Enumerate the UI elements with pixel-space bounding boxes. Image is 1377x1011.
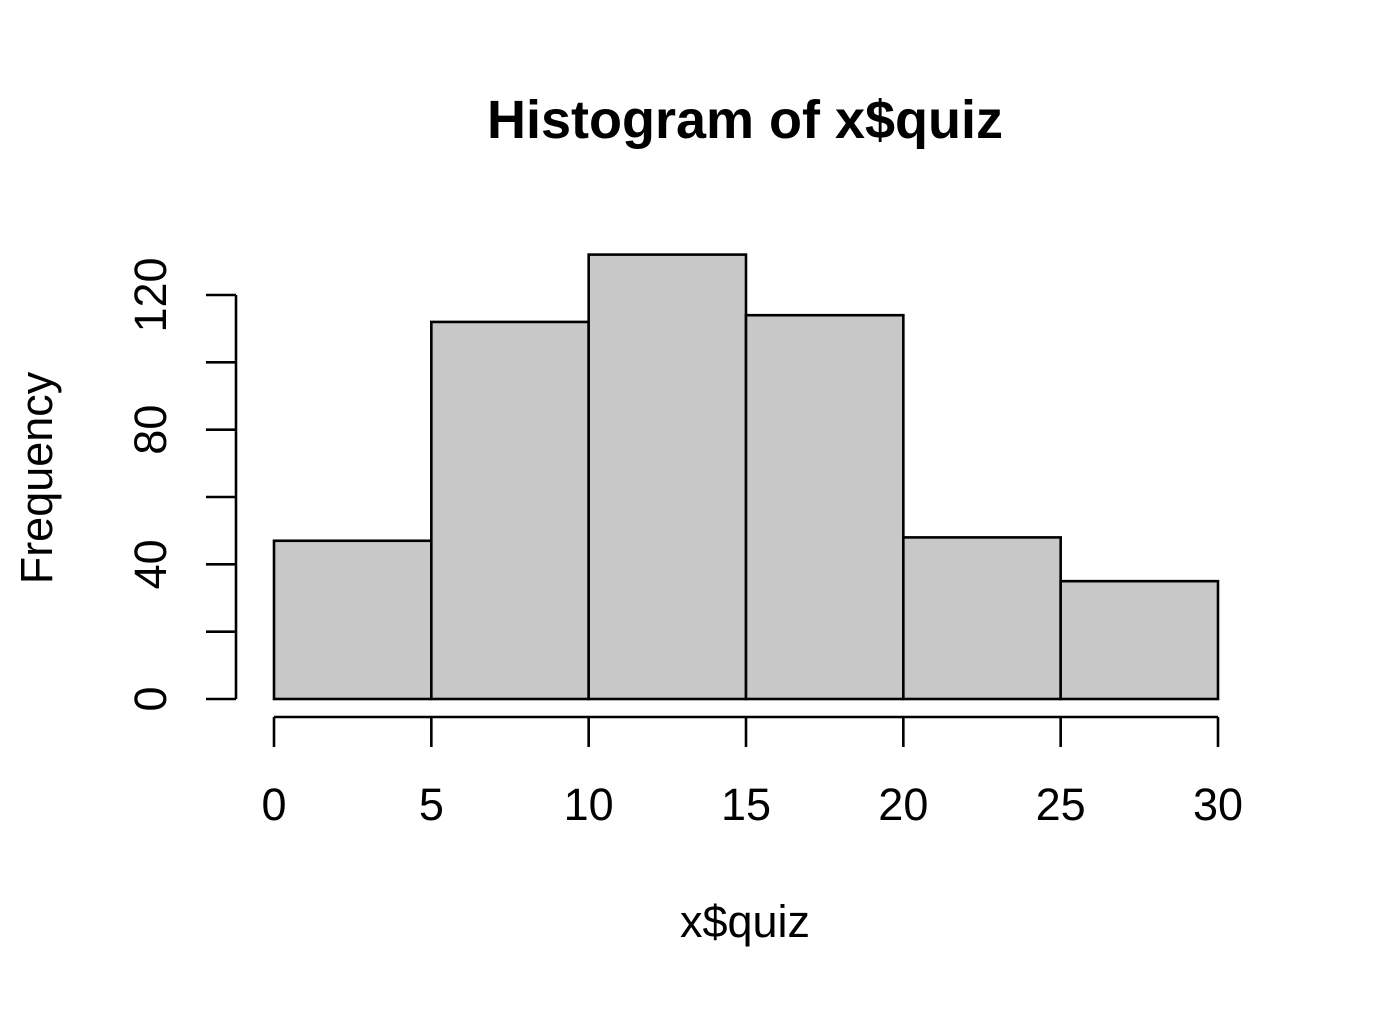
y-tick-label-2: 80 (125, 405, 176, 455)
y-tick-label-3: 120 (125, 257, 176, 332)
x-tick-label-6: 30 (1193, 779, 1243, 830)
x-axis: 0 5 10 15 20 25 30 (261, 715, 1243, 830)
y-axis: 0 40 80 120 (125, 257, 238, 712)
x-tick-label-5: 25 (1036, 779, 1086, 830)
histogram-bar-1 (430, 320, 590, 701)
histogram-bar-0 (272, 539, 433, 701)
histogram-bar-2 (587, 253, 748, 701)
y-tick-label-1: 40 (125, 539, 176, 589)
y-axis-label: Frequency (11, 371, 62, 584)
x-tick-label-2: 10 (564, 779, 614, 830)
x-tick-label-4: 20 (878, 779, 928, 830)
x-tick-label-1: 5 (419, 779, 444, 830)
histogram-bar-4 (902, 536, 1062, 701)
x-tick-label-0: 0 (261, 779, 286, 830)
histogram-bar-5 (1059, 579, 1220, 701)
chart-title: Histogram of x$quiz (487, 90, 1003, 150)
y-tick-label-0: 0 (125, 686, 176, 711)
x-tick-label-3: 15 (721, 779, 771, 830)
bars-group (272, 253, 1220, 701)
x-axis-label: x$quiz (680, 896, 810, 947)
histogram-bar-3 (744, 313, 905, 701)
